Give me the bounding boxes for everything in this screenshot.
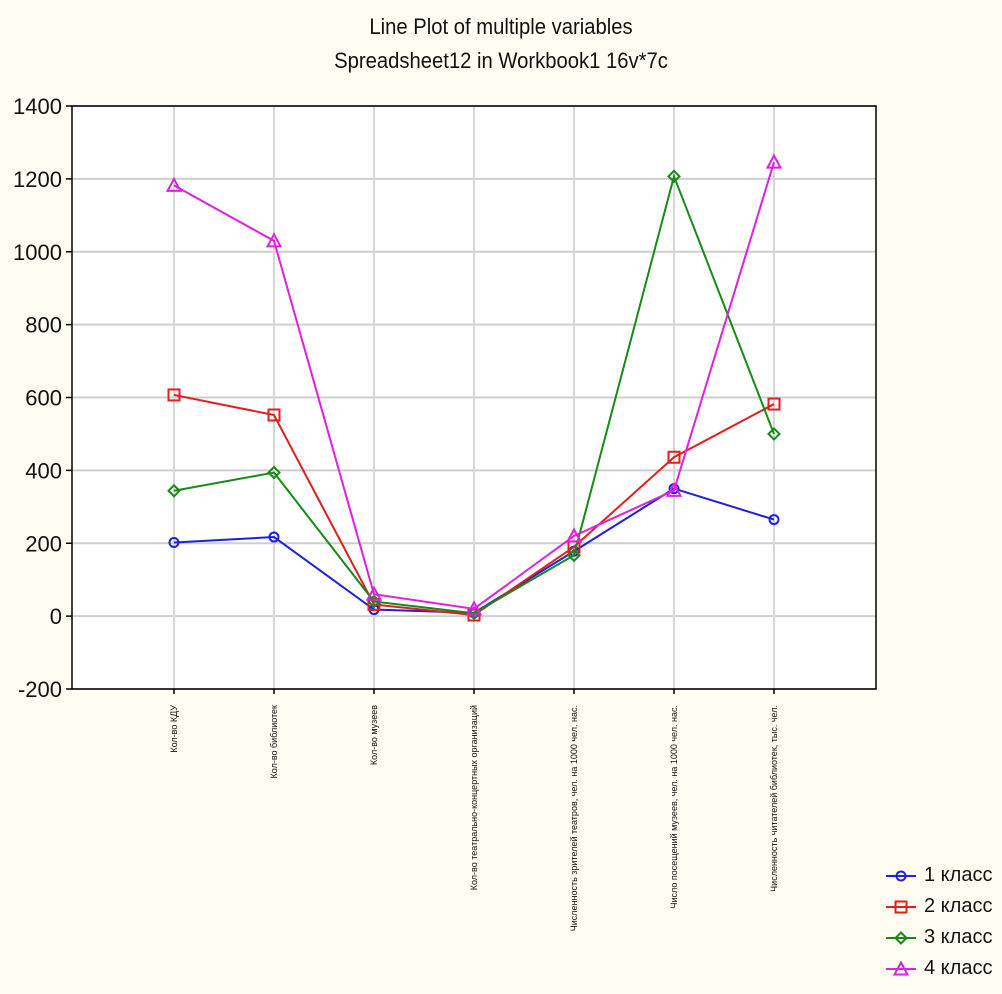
- legend-item: 3 класс: [884, 922, 1002, 953]
- x-tick-label: Кол-во библиотек: [269, 705, 279, 779]
- y-tick-label: 1200: [13, 167, 62, 192]
- series-3-point: [767, 427, 781, 441]
- legend-swatch-marker: [894, 900, 908, 913]
- series-4-point: [265, 232, 283, 248]
- y-tick-label: 200: [25, 531, 62, 556]
- legend-swatch: [886, 930, 916, 945]
- legend-label: 1 класс: [924, 864, 993, 886]
- legend-item: 2 класс: [884, 891, 1002, 922]
- series-3-point: [667, 169, 681, 184]
- x-tick-label: Кол-во музеев: [369, 705, 379, 765]
- series-3-point: [267, 465, 281, 480]
- plot-frame: [71, 105, 877, 690]
- series-4-point: [465, 600, 483, 616]
- y-tick-label: 0: [50, 604, 62, 629]
- legend-swatch-marker: [895, 870, 907, 881]
- x-tick-label: Кол-во КДУ: [169, 705, 179, 753]
- x-tick-label: Число посещений музеев, чел. на 1000 чел…: [669, 705, 679, 908]
- y-tick-label: -200: [18, 677, 62, 702]
- series-4-point: [565, 527, 583, 543]
- series-2-point: [667, 450, 681, 464]
- y-tick-label: 400: [25, 458, 62, 483]
- legend-label: 3 класс: [924, 926, 993, 948]
- series-2-point: [167, 388, 181, 402]
- legend-swatch: [886, 960, 916, 975]
- y-tick-label: 1400: [13, 94, 62, 119]
- series-4-point: [765, 153, 783, 169]
- series-2-point: [767, 397, 781, 411]
- series-4-point: [165, 176, 183, 192]
- legend-label: 2 класс: [924, 895, 993, 917]
- chart-title: Line Plot of multiple variables: [369, 14, 633, 39]
- y-tick-label: 1000: [13, 240, 62, 265]
- series-1-point: [168, 537, 180, 549]
- legend-swatch-marker: [892, 960, 910, 975]
- legend-item: 1 класс: [884, 860, 1002, 891]
- x-tick-label: Кол-во театрально-концертных организаций: [469, 705, 479, 890]
- series-4-point: [665, 481, 683, 497]
- legend-label: 4 класс: [924, 957, 993, 979]
- x-tick-label: Численность зрителей театров, чел. на 10…: [569, 705, 579, 931]
- series-3-point: [167, 483, 181, 498]
- series-1-point: [268, 531, 280, 543]
- chart-legend: 1 класс 2 класс 3 класс 4 класс: [884, 860, 1002, 984]
- y-tick-label: 800: [25, 313, 62, 338]
- legend-swatch: [886, 870, 916, 881]
- legend-item: 4 класс: [884, 953, 1002, 984]
- chart-subtitle: Spreadsheet12 in Workbook1 16v*7c: [334, 48, 668, 73]
- legend-swatch-marker: [894, 930, 908, 945]
- series-3-point: [567, 548, 581, 563]
- series-2-point: [267, 408, 281, 422]
- series-line-3: [173, 173, 775, 615]
- series-3-point: [467, 606, 481, 621]
- series-4-point: [365, 585, 383, 601]
- series-1-point: [768, 514, 780, 526]
- legend-swatch: [886, 900, 916, 913]
- x-tick-label: Численность читателей библиотек, тыс. че…: [769, 705, 779, 892]
- y-tick-label: 600: [25, 386, 62, 411]
- series-line-4: [173, 161, 775, 610]
